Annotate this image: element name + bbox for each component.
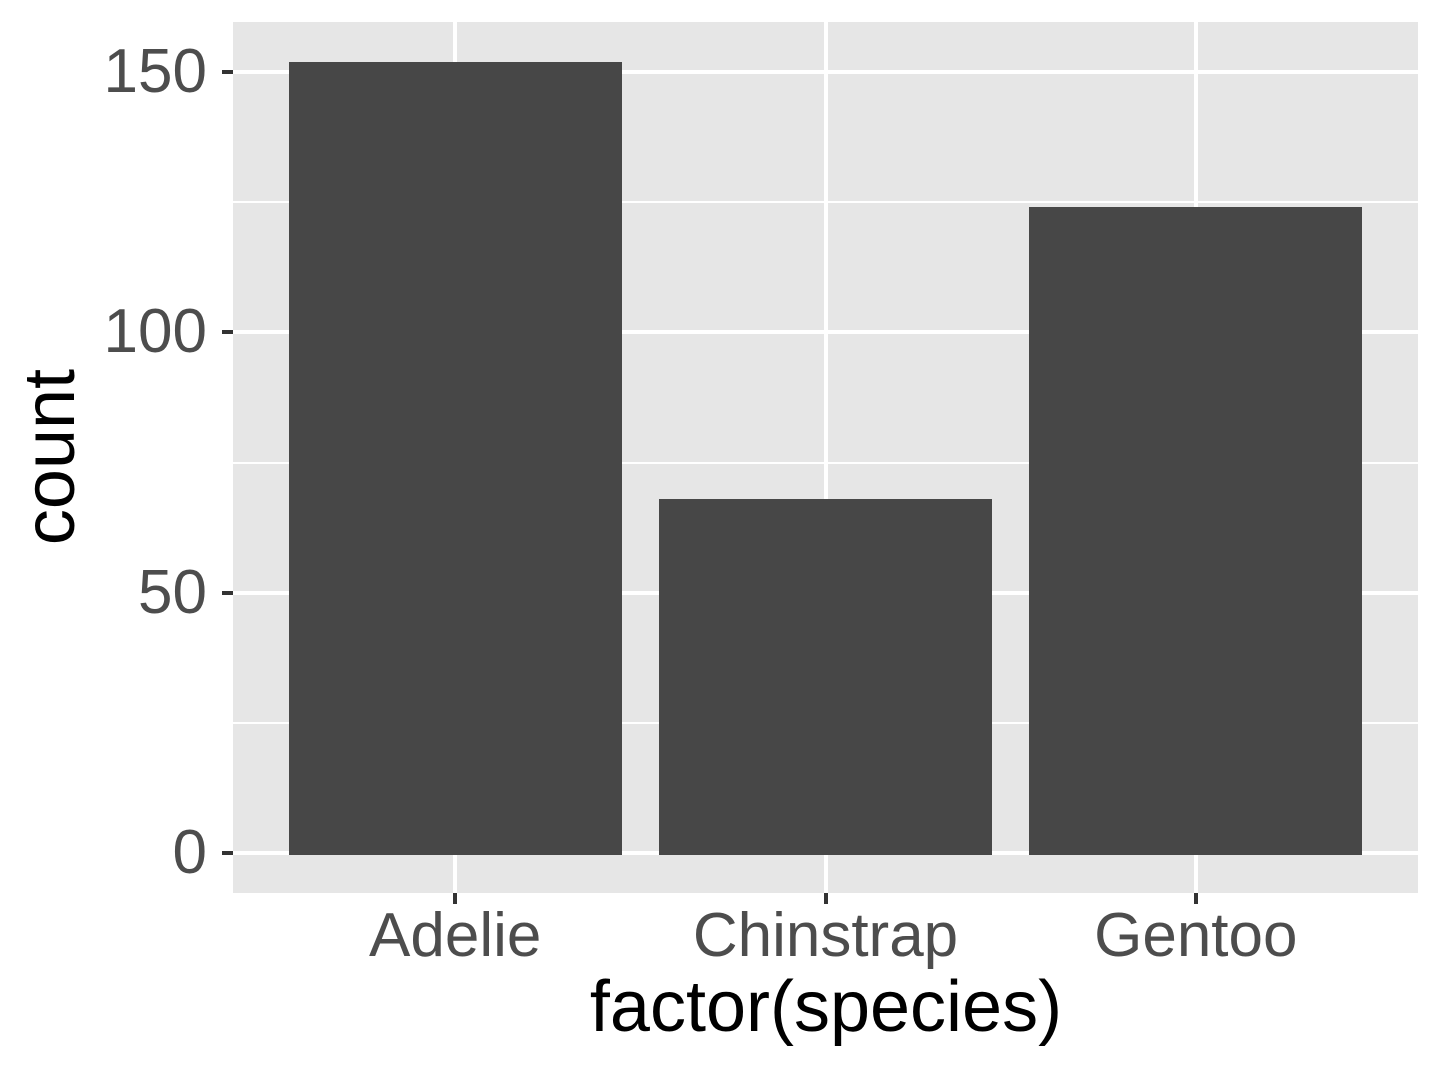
y-tick-mark [222,330,233,335]
y-tick-mark [222,590,233,595]
y-axis-title: count [10,368,90,546]
y-tick-label: 100 [103,297,207,367]
x-tick-label: Adelie [369,901,542,970]
bar-chinstrap [658,499,993,856]
y-tick-label: 0 [172,818,207,888]
gridline-major-vertical [823,22,828,893]
y-tick-mark [222,851,233,856]
x-axis-title: factor(species) [589,967,1063,1047]
y-tick-label: 50 [138,557,207,627]
y-tick-mark [222,70,233,74]
y-tick-label: 150 [103,37,207,106]
x-tick-label: Gentoo [1094,901,1298,970]
bar-adelie [288,61,622,856]
x-tick-mark [453,893,458,904]
bar-gentoo [1029,207,1363,856]
x-tick-mark [1193,893,1198,904]
x-tick-mark [823,893,828,904]
x-tick-label: Chinstrap [692,901,959,970]
plot-panel [233,22,1418,893]
